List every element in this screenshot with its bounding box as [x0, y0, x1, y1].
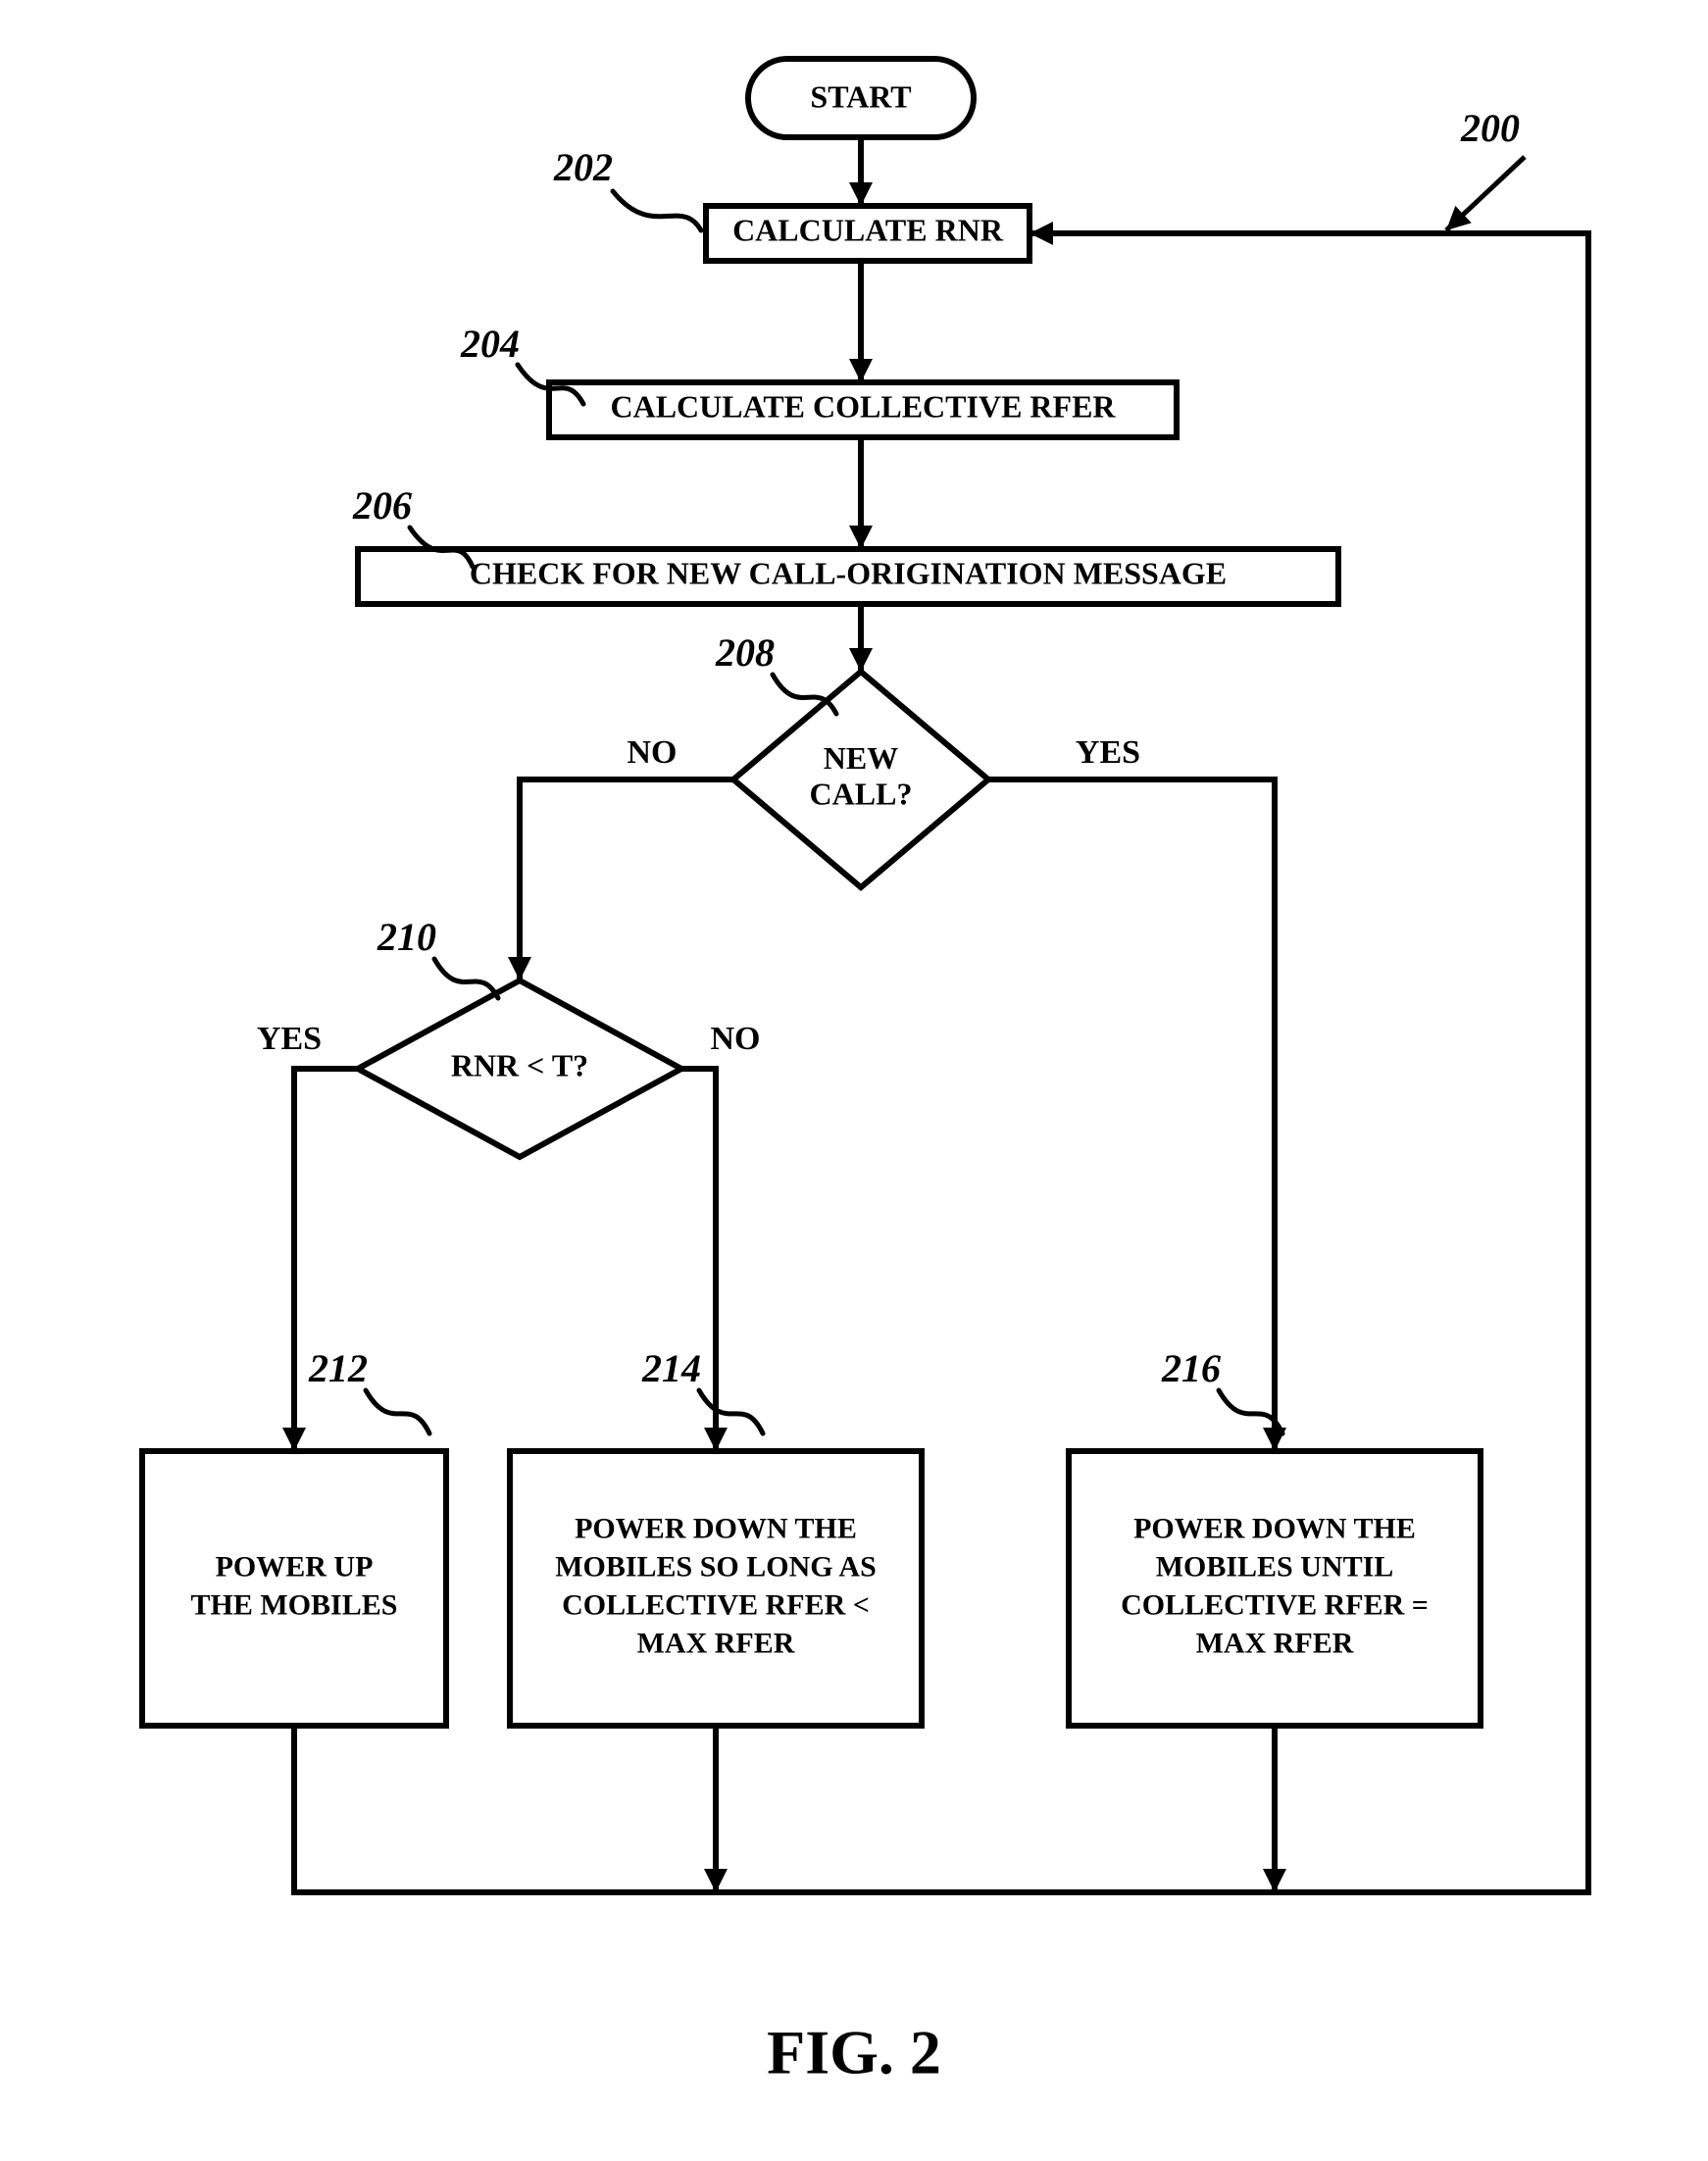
svg-text:202: 202 [553, 145, 613, 189]
svg-text:MAX RFER: MAX RFER [637, 1627, 795, 1659]
svg-text:POWER DOWN THE: POWER DOWN THE [1133, 1512, 1416, 1544]
svg-text:CALCULATE RNR: CALCULATE RNR [732, 212, 1004, 247]
svg-text:200: 200 [1460, 106, 1520, 150]
svg-text:212: 212 [308, 1346, 368, 1390]
yes210-label: YES [257, 1021, 322, 1057]
svg-text:NEW: NEW [824, 740, 898, 776]
svg-text:CHECK FOR NEW CALL-ORIGINATION: CHECK FOR NEW CALL-ORIGINATION MESSAGE [470, 555, 1227, 590]
svg-text:THE MOBILES: THE MOBILES [191, 1588, 398, 1621]
no208-label: NO [628, 734, 678, 771]
svg-text:POWER DOWN THE: POWER DOWN THE [575, 1512, 857, 1544]
svg-text:CALL?: CALL? [810, 777, 913, 812]
svg-text:208: 208 [715, 630, 775, 675]
svg-text:214: 214 [641, 1346, 701, 1390]
svg-text:COLLECTIVE RFER <: COLLECTIVE RFER < [562, 1588, 870, 1621]
svg-text:COLLECTIVE RFER =: COLLECTIVE RFER = [1121, 1588, 1429, 1621]
svg-text:210: 210 [377, 915, 436, 959]
figure-title: FIG. 2 [767, 2018, 941, 2087]
svg-text:POWER UP: POWER UP [216, 1550, 374, 1583]
svg-text:216: 216 [1161, 1346, 1221, 1390]
svg-text:MOBILES UNTIL: MOBILES UNTIL [1156, 1550, 1394, 1583]
no210-label: NO [711, 1021, 761, 1057]
flowchart-canvas: START CALCULATE RNR 202 CALCULATE COLLECTIV… [0, 0, 1708, 2161]
svg-text:RNR < T?: RNR < T? [451, 1047, 588, 1082]
svg-text:MAX RFER: MAX RFER [1196, 1627, 1354, 1659]
svg-text:CALCULATE COLLECTIVE RFER: CALCULATE COLLECTIVE RFER [610, 388, 1116, 424]
yes208-label: YES [1076, 734, 1140, 771]
svg-text:START: START [810, 78, 911, 114]
svg-text:MOBILES SO LONG AS: MOBILES SO LONG AS [555, 1550, 877, 1583]
svg-text:204: 204 [460, 322, 520, 366]
svg-text:206: 206 [352, 483, 412, 528]
